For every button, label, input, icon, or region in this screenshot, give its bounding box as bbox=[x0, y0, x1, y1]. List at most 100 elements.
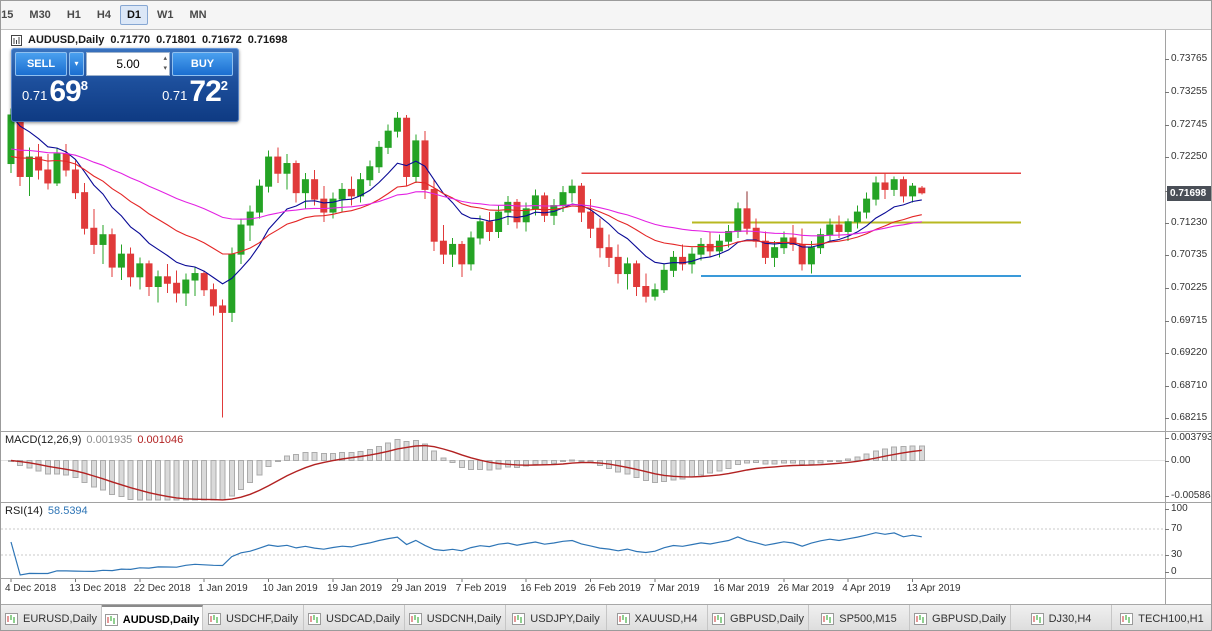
macd-histogram-bar bbox=[422, 443, 428, 462]
price-axis-label: 0.72745 bbox=[1171, 119, 1208, 131]
macd-histogram-bar bbox=[458, 460, 465, 469]
candle-body bbox=[25, 156, 33, 177]
macd-histogram-bar bbox=[247, 460, 254, 484]
chart-tab-icon bbox=[104, 613, 118, 626]
sell-button[interactable]: SELL bbox=[15, 52, 67, 76]
timeframe-button-w1[interactable]: W1 bbox=[150, 5, 181, 25]
tab-dj30-h4[interactable]: DJ30,H4 bbox=[1011, 605, 1112, 630]
order-type-dropdown-button[interactable]: ▾ bbox=[69, 52, 84, 76]
timeframe-button-m15[interactable]: M15 bbox=[1, 5, 20, 25]
macd-histogram-bar bbox=[173, 460, 180, 501]
tab-xauusd-h4[interactable]: XAUUSD,H4 bbox=[607, 605, 708, 630]
tab-sp500-m15[interactable]: SP500,M15 bbox=[809, 605, 910, 630]
volume-field[interactable]: 5.00 ▴ ▾ bbox=[86, 52, 170, 76]
price-axis-label: 0.68710 bbox=[1171, 380, 1208, 392]
candle-body bbox=[347, 188, 355, 197]
time-axis-label: 26 Mar 2019 bbox=[777, 583, 834, 594]
macd-histogram-bar bbox=[652, 460, 658, 483]
macd-histogram-bar bbox=[468, 460, 474, 471]
macd-histogram-bar bbox=[155, 460, 162, 501]
candle-body bbox=[577, 185, 585, 213]
price-axis-label: 0.72250 bbox=[1171, 151, 1208, 163]
tab-audusd-daily[interactable]: AUDUSD,Daily bbox=[102, 605, 203, 630]
tab-usdjpy-daily[interactable]: USDJPY,Daily bbox=[506, 605, 607, 630]
macd-histogram-bar bbox=[192, 460, 198, 501]
macd-histogram-bar bbox=[918, 445, 925, 462]
axis-tick bbox=[1165, 255, 1169, 257]
timeframe-button-h4[interactable]: H4 bbox=[90, 5, 118, 25]
tab-label: TECH100,H1 bbox=[1138, 612, 1204, 625]
macd-histogram-bar bbox=[661, 460, 668, 483]
macd-histogram-bar bbox=[854, 456, 861, 462]
tab-label: USDCNH,Daily bbox=[426, 612, 502, 625]
candle-body bbox=[393, 117, 401, 132]
macd-histogram-bar bbox=[734, 460, 741, 465]
buy-price-pips: 72 bbox=[189, 75, 221, 108]
candle-body bbox=[642, 286, 650, 297]
chart-tab-bar: EURUSD,Daily AUDUSD,Daily USDCHF,Daily USDC… bbox=[1, 604, 1211, 630]
candle-body bbox=[255, 185, 263, 213]
candle-body bbox=[403, 117, 411, 177]
candle-body bbox=[909, 185, 917, 197]
candle-body bbox=[826, 224, 834, 236]
chart-canvas[interactable] bbox=[1, 1, 1165, 604]
candle-body bbox=[651, 289, 659, 297]
candle-body bbox=[872, 182, 880, 200]
macd-histogram-bar bbox=[182, 460, 189, 501]
macd-histogram-bar bbox=[274, 460, 281, 463]
candle-body bbox=[881, 182, 889, 190]
macd-histogram-bar bbox=[17, 460, 24, 467]
candle-body bbox=[173, 282, 181, 294]
macd-histogram-bar bbox=[228, 460, 235, 497]
timeframe-button-m30[interactable]: M30 bbox=[22, 5, 57, 25]
candle-body bbox=[117, 253, 125, 268]
tab-eurusd-daily[interactable]: EURUSD,Daily bbox=[1, 605, 102, 630]
panel-divider[interactable] bbox=[1, 431, 1211, 432]
axis-tick bbox=[1165, 288, 1169, 290]
volume-down-button[interactable]: ▾ bbox=[163, 64, 167, 72]
macd-histogram-bar bbox=[293, 454, 300, 462]
quote-open: 0.71770 bbox=[110, 34, 151, 46]
tab-usdcad-daily[interactable]: USDCAD,Daily bbox=[304, 605, 405, 630]
tab-gbpusd-daily[interactable]: GBPUSD,Daily bbox=[708, 605, 809, 630]
candle-body bbox=[725, 230, 733, 242]
timeframe-button-h1[interactable]: H1 bbox=[60, 5, 88, 25]
rsi-axis-label: 0 bbox=[1171, 566, 1177, 577]
panel-divider[interactable] bbox=[1, 502, 1211, 503]
timeframe-button-mn[interactable]: MN bbox=[183, 5, 214, 25]
macd-histogram-bar bbox=[826, 460, 833, 463]
candle-body bbox=[191, 273, 199, 281]
tab-label: USDJPY,Daily bbox=[530, 612, 600, 625]
macd-histogram-bar bbox=[100, 460, 106, 491]
macd-histogram-bar bbox=[210, 460, 217, 501]
symbol-info-line: AUDUSD,Daily 0.71770 0.71801 0.71672 0.7… bbox=[11, 34, 287, 46]
symbol-name: AUDUSD,Daily bbox=[28, 34, 105, 46]
candle-body bbox=[412, 140, 420, 177]
tab-label: XAUUSD,H4 bbox=[634, 612, 698, 625]
buy-button[interactable]: BUY bbox=[172, 52, 233, 76]
candle-body bbox=[274, 156, 282, 174]
tab-label: GBPUSD,Daily bbox=[932, 612, 1006, 625]
tab-tech100-h1[interactable]: TECH100,H1 bbox=[1112, 605, 1211, 630]
candle-body bbox=[237, 224, 245, 255]
candle-body bbox=[890, 179, 898, 190]
tab-usdcnh-daily[interactable]: USDCNH,Daily bbox=[405, 605, 506, 630]
candle-body bbox=[863, 198, 871, 213]
time-axis-label: 4 Dec 2018 bbox=[5, 583, 57, 594]
tab-gbpusd-daily[interactable]: GBPUSD,Daily bbox=[910, 605, 1011, 630]
macd-histogram-bar bbox=[670, 460, 677, 481]
volume-up-button[interactable]: ▴ bbox=[163, 55, 167, 62]
candle-body bbox=[623, 263, 631, 275]
timeframe-button-d1[interactable]: D1 bbox=[119, 5, 148, 25]
candle-body bbox=[835, 224, 843, 232]
sell-price-display[interactable]: 0.71 69 8 bbox=[22, 77, 88, 107]
time-axis-label: 10 Jan 2019 bbox=[262, 583, 318, 594]
panel-divider bbox=[1, 578, 1211, 579]
candle-body bbox=[127, 253, 135, 278]
chart-tab-icon bbox=[512, 612, 526, 625]
price-axis-label: 0.73255 bbox=[1171, 86, 1208, 97]
buy-price-display[interactable]: 0.71 72 2 bbox=[162, 77, 228, 107]
tab-usdchf-daily[interactable]: USDCHF,Daily bbox=[203, 605, 304, 630]
macd-histogram-bar bbox=[284, 455, 290, 462]
price-axis-label: 0.68215 bbox=[1171, 412, 1208, 424]
